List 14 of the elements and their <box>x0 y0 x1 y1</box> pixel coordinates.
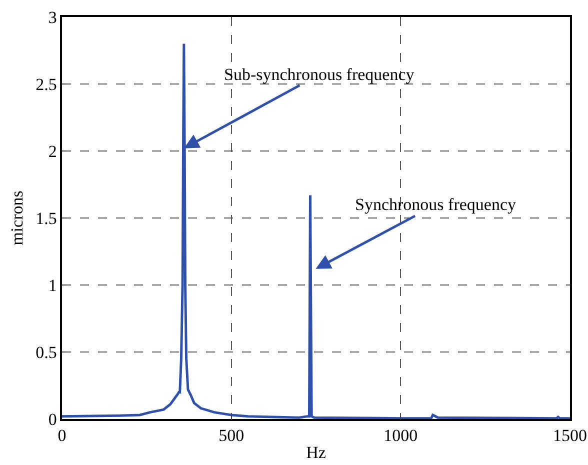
line-series <box>62 42 570 419</box>
x-tick-label: 500 <box>218 426 244 446</box>
y-axis-title: microns <box>8 190 27 246</box>
x-axis-title: Hz <box>306 443 326 462</box>
y-tick-label: 2.5 <box>36 74 57 94</box>
x-tick-label: 1500 <box>553 426 587 446</box>
y-tick-label: 1.5 <box>36 208 57 228</box>
x-tick-label: 1000 <box>384 426 418 446</box>
y-tick-label: 1 <box>48 276 57 295</box>
annotation: Synchronous frequency <box>355 195 516 214</box>
y-tick-label: 0.5 <box>36 342 57 362</box>
y-tick-label: 0 <box>48 410 57 429</box>
y-tick-label: 2 <box>48 142 57 161</box>
y-tick-label: 3 <box>48 8 57 27</box>
